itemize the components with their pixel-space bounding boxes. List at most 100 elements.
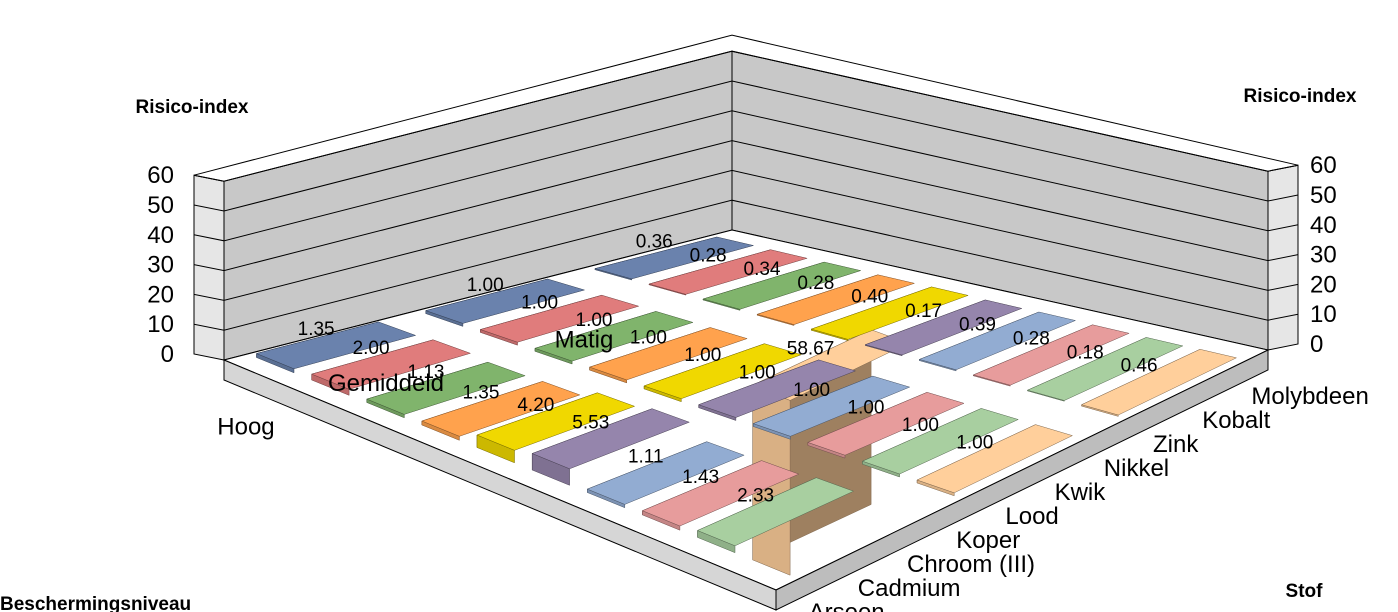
bar-Hoog-Cadmium [310, 339, 472, 396]
bar-Gemiddeld-Chroom (III) [534, 311, 694, 365]
value-label: 0.18 [1067, 343, 1104, 364]
bar-Matig-Arseen [594, 236, 754, 281]
y-tick-left: 60 [147, 162, 174, 189]
value-label: 4.20 [517, 395, 554, 416]
value-label: 1.00 [576, 310, 613, 331]
bar-Matig-Nikkel [918, 311, 1077, 372]
bar-Hoog-Nikkel [586, 441, 745, 509]
bar-Gemiddeld-Arseen [424, 278, 586, 327]
category-label: Cadmium [858, 575, 961, 602]
bar-Gemiddeld-Zink [807, 391, 965, 459]
y-tick-left: 10 [147, 311, 174, 338]
category-label: Lood [1005, 503, 1058, 530]
value-label: 1.00 [956, 432, 993, 453]
gridline [193, 80, 1299, 212]
value-label: 58.67 [787, 339, 835, 360]
value-label: 1.11 [628, 447, 664, 468]
bar-Matig-Molybdeen [1080, 348, 1238, 417]
value-label: 0.28 [1013, 329, 1050, 350]
y-tick-right: 40 [1310, 212, 1337, 239]
bar-Hoog-Kwik [531, 408, 691, 486]
series-label: Hoog [217, 413, 274, 440]
bar-Matig-Chroom (III) [702, 261, 862, 311]
gridline [193, 140, 1299, 272]
bar-Matig-Lood [810, 286, 969, 341]
y-axis-title-right: Risico-index [1244, 86, 1357, 107]
y-tick-left: 0 [161, 341, 174, 368]
value-label: 1.00 [793, 380, 830, 401]
bar-Gemiddeld-Cadmium [479, 294, 640, 346]
value-label: 1.00 [848, 397, 885, 418]
gridline [193, 110, 1299, 242]
value-label: 2.33 [737, 485, 774, 506]
bar-Matig-Cadmium [648, 249, 809, 296]
category-label: Kwik [1055, 479, 1107, 506]
value-label: 0.39 [959, 314, 996, 335]
gridline [193, 169, 1299, 301]
y-tick-left: 50 [147, 192, 174, 219]
y-tick-right: 0 [1310, 331, 1323, 358]
category-label: Kobalt [1202, 407, 1270, 434]
bar-Hoog-Zink [641, 460, 800, 531]
y-tick-left: 20 [147, 281, 174, 308]
category-label: Nikkel [1104, 455, 1169, 482]
depth-axis-title: Beschermingsniveau [0, 594, 191, 612]
bar-Hoog-Arseen [255, 321, 417, 374]
y-axis-title-left: Risico-index [136, 97, 249, 118]
value-label: 1.00 [902, 415, 939, 436]
bar-Matig-Koper [756, 274, 916, 326]
value-label: 1.00 [684, 345, 721, 366]
bars [255, 236, 1238, 576]
value-label: 1.13 [408, 362, 445, 383]
value-label: 1.35 [462, 382, 499, 403]
bar-Gemiddeld-Nikkel [752, 375, 911, 440]
bar-Hoog-Kobalt [696, 477, 855, 554]
bar-Matig-Kwik [864, 299, 1023, 357]
value-label: 1.00 [467, 275, 504, 296]
y-tick-right: 30 [1310, 242, 1337, 269]
bar-Gemiddeld-Lood [643, 343, 803, 403]
gridline [193, 50, 1299, 182]
value-label: 1.00 [630, 327, 667, 348]
value-label: 0.17 [905, 301, 942, 322]
category-labels: Hoog Gemiddeld Matig ArseenCadmiumChroom (I… [217, 327, 1369, 612]
value-label: 1.00 [521, 292, 558, 313]
value-label: 1.00 [739, 362, 776, 383]
x-axis-title: Stof [1286, 581, 1324, 602]
bar-Matig-Kobalt [1026, 337, 1184, 402]
series-label: Gemiddeld [328, 370, 444, 397]
category-label: Molybdeen [1251, 383, 1368, 410]
bar-Hoog-Koper [421, 381, 581, 441]
value-label: 2.00 [353, 338, 390, 359]
gridline [193, 199, 1299, 331]
bar-Gemiddeld-Molybdeen [916, 424, 1074, 497]
value-labels: 58.67 2.33 1.43 1.11 5.53 4.20 1.35 1.13 2.00 1.3… [298, 232, 1158, 507]
y-tick-right: 10 [1310, 301, 1337, 328]
value-label: 0.40 [851, 287, 888, 308]
value-label: 0.34 [744, 259, 781, 280]
y-tick-right: 20 [1310, 271, 1337, 298]
y-tick-left: 30 [147, 252, 174, 279]
gridlines [193, 50, 1299, 331]
bar-Gemiddeld-Kobalt [861, 408, 1019, 478]
bar-Gemiddeld-Kwik [697, 359, 857, 421]
bar-Hoog-Chroom (III) [366, 361, 526, 419]
bar-Gemiddeld-Koper [588, 327, 748, 384]
value-label: 0.28 [690, 246, 727, 267]
bar-Hoog-Lood [476, 392, 636, 464]
value-label: 0.46 [1121, 356, 1158, 377]
y-tick-right: 50 [1310, 182, 1337, 209]
value-label: 0.36 [636, 232, 673, 253]
value-label: 1.43 [682, 467, 719, 488]
category-label: Zink [1153, 431, 1199, 458]
category-label: Chroom (III) [907, 551, 1035, 578]
category-label: Arseen [809, 599, 885, 612]
bar-Matig-Zink [972, 324, 1130, 387]
category-label: Koper [956, 527, 1020, 554]
floor-right-edge [775, 349, 1269, 611]
series-label: Matig [555, 327, 614, 354]
value-label: 0.28 [797, 273, 834, 294]
